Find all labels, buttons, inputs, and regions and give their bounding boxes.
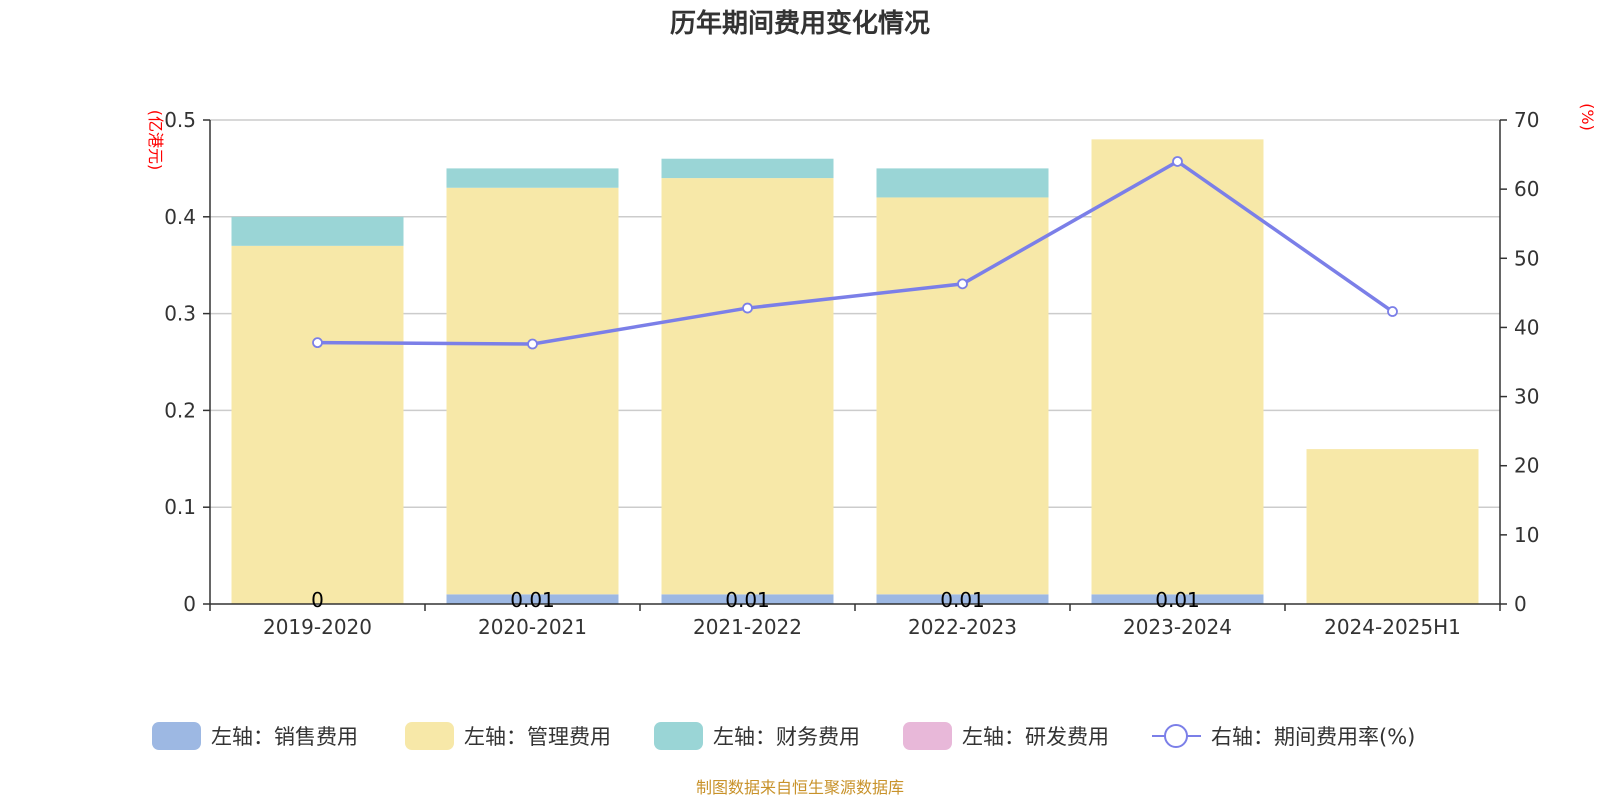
legend-swatch bbox=[903, 722, 952, 750]
right-axis-tick-label: 0 bbox=[1514, 592, 1527, 616]
bar-segment bbox=[876, 594, 1049, 604]
x-axis-tick-label: 2021-2022 bbox=[693, 615, 802, 639]
right-axis-unit: (%) bbox=[1578, 103, 1597, 131]
legend-marker bbox=[1164, 724, 1188, 748]
x-axis-tick-label: 2024-2025H1 bbox=[1324, 615, 1461, 639]
bar-segment bbox=[231, 245, 404, 604]
rate-point bbox=[1387, 306, 1398, 317]
bar-data-labels: 0 0.01 0.01 0.01 0.01 bbox=[311, 588, 1200, 612]
left-axis-tick-label: 0.3 bbox=[164, 302, 196, 326]
bar-segment bbox=[446, 594, 619, 604]
bar-segment bbox=[446, 168, 619, 188]
x-axis-tick-label: 2023-2024 bbox=[1123, 615, 1232, 639]
legend-swatch bbox=[654, 722, 703, 750]
bar-data-label: 0.01 bbox=[940, 588, 985, 612]
right-axis-tick-label: 30 bbox=[1514, 385, 1539, 409]
right-axis-tick-label: 20 bbox=[1514, 454, 1539, 478]
legend-label: 左轴：销售费用 bbox=[211, 725, 358, 749]
right-axis-tick-label: 50 bbox=[1514, 246, 1539, 270]
rate-point bbox=[312, 337, 323, 349]
legend-label: 左轴：财务费用 bbox=[713, 725, 860, 749]
left-axis-tick-label: 0.1 bbox=[164, 495, 196, 519]
right-axis-tick-label: 60 bbox=[1514, 177, 1539, 201]
bar-segment bbox=[876, 197, 1049, 595]
bar-segment bbox=[876, 168, 1049, 198]
rate-line bbox=[317, 159, 1394, 346]
data-source-note: 制图数据来自恒生聚源数据库 bbox=[696, 778, 904, 797]
bar-segment bbox=[1091, 594, 1264, 604]
bar-segment bbox=[446, 187, 619, 595]
right-axis-tick-label: 70 bbox=[1514, 108, 1539, 132]
x-axis-tick-label: 2020-2021 bbox=[478, 615, 587, 639]
bar-data-label: 0.01 bbox=[510, 588, 555, 612]
x-axis-tick-label: 2022-2023 bbox=[908, 615, 1017, 639]
axes: 0 0.1 0.2 0.3 0.4 0.5 0 10 20 30 40 50 60 70 2019-2020… bbox=[164, 108, 1539, 639]
legend-label: 左轴：研发费用 bbox=[962, 725, 1109, 749]
left-axis-tick-label: 0 bbox=[183, 592, 196, 616]
legend-label: 右轴：期间费用率(%) bbox=[1211, 725, 1415, 749]
rate-point bbox=[742, 302, 753, 314]
bar-segment bbox=[1306, 449, 1479, 604]
bar-segment bbox=[661, 158, 834, 179]
x-axis-tick-label: 2019-2020 bbox=[263, 615, 372, 639]
chart-title: 历年期间费用变化情况 bbox=[670, 8, 930, 39]
legend-label: 左轴：管理费用 bbox=[464, 725, 611, 749]
bar-segment bbox=[661, 178, 834, 595]
left-axis-tick-label: 0.2 bbox=[164, 398, 196, 422]
bar-series bbox=[231, 139, 1479, 604]
bar-data-label: 0.01 bbox=[725, 588, 770, 612]
rate-point bbox=[527, 338, 538, 350]
legend-swatch bbox=[152, 722, 201, 750]
left-axis-tick-label: 0.4 bbox=[164, 205, 196, 229]
rate-line-series bbox=[312, 156, 1398, 350]
left-axis-unit: (亿港元) bbox=[146, 110, 165, 171]
bar-data-label: 0.01 bbox=[1155, 588, 1200, 612]
right-axis-tick-label: 40 bbox=[1514, 315, 1539, 339]
bar-segment bbox=[1091, 139, 1264, 595]
bar-data-label: 0 bbox=[311, 588, 324, 612]
legend-swatch bbox=[405, 722, 454, 750]
rate-point bbox=[1172, 156, 1183, 167]
bar-segment bbox=[231, 216, 404, 246]
rate-point bbox=[957, 278, 968, 290]
right-axis-tick-label: 10 bbox=[1514, 523, 1539, 547]
bar-segment bbox=[661, 594, 834, 604]
legend: 左轴：销售费用 左轴：管理费用 左轴：财务费用 左轴：研发费用 右轴：期间费用率(%) bbox=[152, 722, 1415, 750]
grid-lines bbox=[210, 119, 1500, 508]
left-axis-tick-label: 0.5 bbox=[164, 108, 196, 132]
